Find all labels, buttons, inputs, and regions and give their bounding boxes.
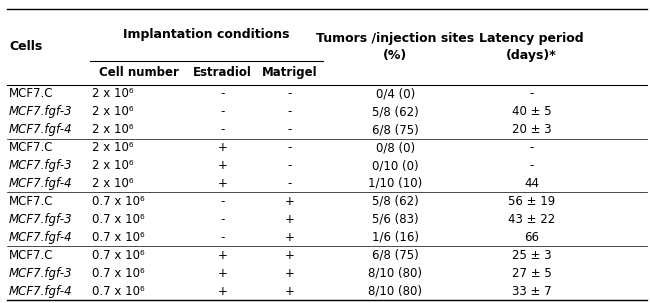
Text: 27 ± 5: 27 ± 5 [512, 267, 551, 280]
Text: 0.7 x 10⁶: 0.7 x 10⁶ [92, 249, 145, 262]
Text: -: - [287, 105, 292, 118]
Text: -: - [529, 141, 534, 154]
Text: Cell number: Cell number [99, 66, 179, 79]
Text: +: + [285, 195, 294, 208]
Text: Cells: Cells [9, 41, 42, 53]
Text: 5/6 (83): 5/6 (83) [372, 213, 419, 226]
Text: 20 ± 3: 20 ± 3 [512, 123, 551, 136]
Text: 0.7 x 10⁶: 0.7 x 10⁶ [92, 213, 145, 226]
Text: Implantation conditions: Implantation conditions [124, 28, 290, 41]
Text: MCF7.C: MCF7.C [9, 195, 53, 208]
Text: -: - [287, 87, 292, 100]
Text: 2 x 10⁶: 2 x 10⁶ [92, 123, 134, 136]
Text: -: - [287, 123, 292, 136]
Text: +: + [218, 285, 227, 298]
Text: 5/8 (62): 5/8 (62) [372, 105, 419, 118]
Text: MCF7.C: MCF7.C [9, 141, 53, 154]
Text: +: + [285, 285, 294, 298]
Text: -: - [287, 177, 292, 190]
Text: 2 x 10⁶: 2 x 10⁶ [92, 159, 134, 172]
Text: 0.7 x 10⁶: 0.7 x 10⁶ [92, 231, 145, 244]
Text: 66: 66 [524, 231, 539, 244]
Text: MCF7.C: MCF7.C [9, 87, 53, 100]
Text: +: + [218, 141, 227, 154]
Text: 0.7 x 10⁶: 0.7 x 10⁶ [92, 195, 145, 208]
Text: 0/4 (0): 0/4 (0) [376, 87, 415, 100]
Text: +: + [218, 249, 227, 262]
Text: 2 x 10⁶: 2 x 10⁶ [92, 87, 134, 100]
Text: +: + [285, 231, 294, 244]
Text: -: - [220, 123, 225, 136]
Text: Estradiol: Estradiol [193, 66, 252, 79]
Text: MCF7.fgf-3: MCF7.fgf-3 [9, 267, 73, 280]
Text: +: + [218, 159, 227, 172]
Text: MCF7.fgf-4: MCF7.fgf-4 [9, 285, 73, 298]
Text: +: + [285, 267, 294, 280]
Text: -: - [220, 213, 225, 226]
Text: 0.7 x 10⁶: 0.7 x 10⁶ [92, 267, 145, 280]
Text: MCF7.C: MCF7.C [9, 249, 53, 262]
Text: +: + [285, 249, 294, 262]
Text: MCF7.fgf-4: MCF7.fgf-4 [9, 231, 73, 244]
Text: 5/8 (62): 5/8 (62) [372, 195, 419, 208]
Text: -: - [220, 105, 225, 118]
Text: 8/10 (80): 8/10 (80) [369, 285, 422, 298]
Text: 6/8 (75): 6/8 (75) [372, 123, 419, 136]
Text: -: - [287, 141, 292, 154]
Text: MCF7.fgf-3: MCF7.fgf-3 [9, 105, 73, 118]
Text: -: - [529, 87, 534, 100]
Text: -: - [220, 231, 225, 244]
Text: MCF7.fgf-3: MCF7.fgf-3 [9, 213, 73, 226]
Text: Latency period
(days)*: Latency period (days)* [479, 32, 584, 62]
Text: Tumors /injection sites
(%): Tumors /injection sites (%) [317, 32, 474, 62]
Text: -: - [220, 87, 225, 100]
Text: -: - [220, 195, 225, 208]
Text: Matrigel: Matrigel [262, 66, 318, 79]
Text: +: + [218, 177, 227, 190]
Text: 1/10 (10): 1/10 (10) [369, 177, 422, 190]
Text: -: - [529, 159, 534, 172]
Text: 0/8 (0): 0/8 (0) [376, 141, 415, 154]
Text: 0/10 (0): 0/10 (0) [372, 159, 419, 172]
Text: 0.7 x 10⁶: 0.7 x 10⁶ [92, 285, 145, 298]
Text: 56 ± 19: 56 ± 19 [508, 195, 555, 208]
Text: 6/8 (75): 6/8 (75) [372, 249, 419, 262]
Text: 2 x 10⁶: 2 x 10⁶ [92, 141, 134, 154]
Text: 44: 44 [524, 177, 539, 190]
Text: 40 ± 5: 40 ± 5 [512, 105, 551, 118]
Text: 1/6 (16): 1/6 (16) [372, 231, 419, 244]
Text: MCF7.fgf-4: MCF7.fgf-4 [9, 177, 73, 190]
Text: +: + [285, 213, 294, 226]
Text: MCF7.fgf-3: MCF7.fgf-3 [9, 159, 73, 172]
Text: MCF7.fgf-4: MCF7.fgf-4 [9, 123, 73, 136]
Text: 33 ± 7: 33 ± 7 [512, 285, 551, 298]
Text: +: + [218, 267, 227, 280]
Text: -: - [287, 159, 292, 172]
Text: 25 ± 3: 25 ± 3 [512, 249, 551, 262]
Text: 2 x 10⁶: 2 x 10⁶ [92, 105, 134, 118]
Text: 43 ± 22: 43 ± 22 [508, 213, 555, 226]
Text: 8/10 (80): 8/10 (80) [369, 267, 422, 280]
Text: 2 x 10⁶: 2 x 10⁶ [92, 177, 134, 190]
